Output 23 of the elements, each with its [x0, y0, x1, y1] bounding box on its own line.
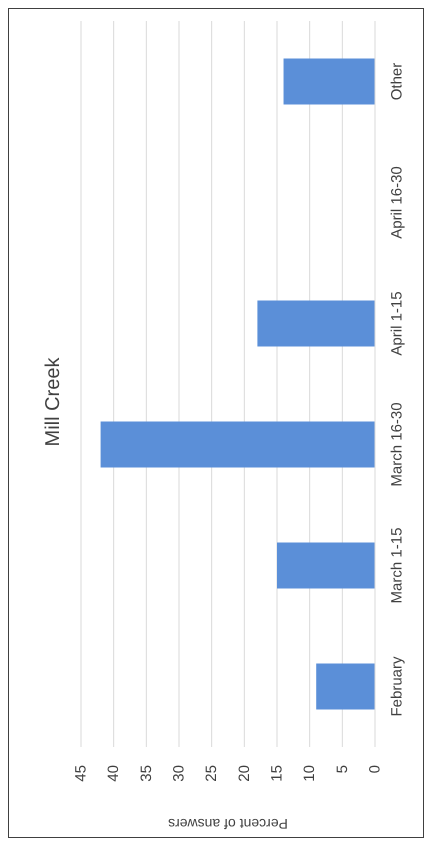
- y-tick-label: March 1-15: [388, 528, 406, 604]
- x-tick-label: 45: [72, 765, 90, 782]
- y-tick-label: Other: [388, 62, 406, 100]
- bar: [316, 664, 375, 710]
- x-tick-label: 10: [301, 765, 318, 782]
- bar: [257, 300, 375, 347]
- x-tick-label: 20: [236, 765, 253, 782]
- text: Mill Creek: [42, 356, 64, 446]
- x-axis-title: Percent of answers: [168, 816, 288, 832]
- x-tick-label: 0: [366, 765, 384, 774]
- x-tick-label: 25: [203, 765, 220, 782]
- bar: [277, 542, 375, 589]
- y-tick-label: February: [388, 656, 406, 717]
- y-tick-label: April 16-30: [388, 166, 406, 239]
- x-tick-label: 35: [138, 765, 155, 782]
- x-tick-label: 15: [268, 765, 286, 782]
- bar: [100, 422, 375, 468]
- x-tick-label: 40: [105, 765, 122, 782]
- bar: [284, 58, 375, 105]
- y-tick-label: April 1-15: [388, 291, 406, 356]
- y-tick-label: March 16-30: [388, 402, 406, 487]
- x-tick-label: 30: [170, 765, 188, 782]
- x-tick-label: 5: [334, 765, 351, 774]
